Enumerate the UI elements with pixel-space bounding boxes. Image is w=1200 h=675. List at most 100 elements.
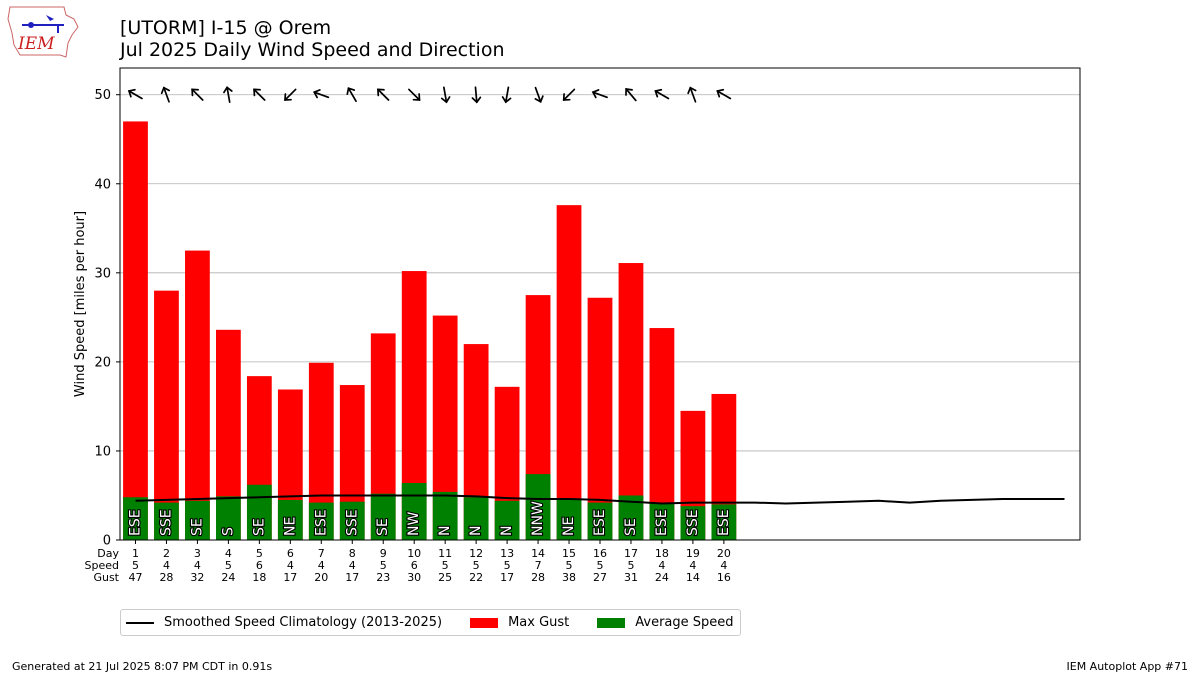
wind-arrow-head — [191, 88, 199, 97]
wind-arrow-shaft — [443, 86, 448, 103]
wind-arrow — [284, 88, 297, 101]
x-tick-label: 7 — [535, 559, 542, 572]
wind-arrow-shaft — [284, 88, 297, 101]
x-tick-label: 25 — [438, 571, 452, 584]
avg-speed-bar — [246, 484, 272, 540]
wind-arrow — [687, 86, 697, 103]
x-tick-label: 31 — [624, 571, 638, 584]
direction-label: NW — [406, 512, 422, 536]
x-tick-label: 7 — [318, 547, 325, 560]
wind-arrow — [408, 88, 421, 101]
direction-label: S — [220, 527, 236, 536]
app-credit: IEM Autoplot App #71 — [1066, 660, 1189, 673]
wind-chart: ESE SSE SE S SE NE ESE SSE SE NW N N N NNW NE ESE SE ESE S… — [73, 67, 1081, 584]
x-tick-label: 32 — [190, 571, 204, 584]
x-tick-label: 47 — [128, 571, 142, 584]
direction-label: NNW — [530, 501, 546, 536]
wind-arrow-head — [591, 89, 600, 99]
x-tick-label: 20 — [717, 547, 731, 560]
generated-timestamp: Generated at 21 Jul 2025 8:07 PM CDT in … — [12, 660, 273, 673]
x-tick-label: 5 — [566, 559, 573, 572]
wind-arrow-shaft — [313, 91, 330, 99]
direction-label: SE — [623, 518, 639, 536]
wind-arrow — [191, 88, 204, 101]
wind-arrow — [223, 86, 233, 103]
x-tick-label: 18 — [655, 547, 669, 560]
x-tick-label: 12 — [469, 547, 483, 560]
wind-arrow-head — [687, 86, 697, 95]
wind-arrow-shaft — [689, 86, 697, 103]
x-tick-label: 4 — [194, 559, 201, 572]
logo-text: IEM — [17, 34, 55, 54]
avg-speed-bar — [525, 474, 551, 540]
row-label: Speed — [85, 559, 119, 572]
max-gust-bar — [154, 290, 179, 540]
wind-arrow-shaft — [408, 88, 421, 101]
wind-arrow-head — [377, 88, 385, 97]
wind-arrow-shaft — [534, 86, 542, 103]
avg-speed-bar — [370, 493, 396, 540]
y-tick-label: 0 — [103, 534, 111, 549]
wind-arrow-shaft — [163, 86, 170, 103]
direction-label: ESE — [127, 509, 143, 536]
row-label: Gust — [93, 571, 119, 584]
legend-item-climatology: Smoothed Speed Climatology (2013-2025) — [126, 615, 442, 630]
x-tick-label: 4 — [225, 547, 232, 560]
legend-label-max-gust: Max Gust — [508, 615, 570, 630]
direction-label: N — [499, 526, 515, 536]
wind-arrow-shaft — [377, 88, 390, 101]
wind-arrow-head — [716, 88, 725, 98]
avg-speed-bar — [432, 491, 458, 540]
x-tick-label: 6 — [411, 559, 418, 572]
direction-label: N — [468, 526, 484, 536]
wind-arrow-head — [625, 87, 633, 96]
x-tick-label: 5 — [473, 559, 480, 572]
y-tick-label: 10 — [94, 444, 111, 459]
direction-label: ESE — [716, 509, 732, 536]
x-tick-label: 5 — [442, 559, 449, 572]
x-tick-label: 5 — [597, 559, 604, 572]
x-tick-label: 17 — [283, 571, 297, 584]
wind-arrow-head — [313, 89, 321, 99]
x-tick-label: 5 — [225, 559, 232, 572]
y-tick-label: 50 — [94, 88, 111, 103]
x-tick-label: 17 — [624, 547, 638, 560]
wind-arrow-shaft — [253, 88, 266, 101]
wind-arrow — [253, 88, 266, 101]
wind-arrow-shaft — [562, 88, 576, 101]
x-tick-label: 24 — [655, 571, 669, 584]
avg-speed-bar — [587, 502, 613, 540]
x-tick-label: 2 — [163, 547, 170, 560]
wind-arrow — [313, 89, 330, 99]
wind-arrow — [471, 86, 482, 104]
x-tick-label: 16 — [717, 571, 731, 584]
x-tick-label: 28 — [159, 571, 173, 584]
legend-item-max-gust: Max Gust — [470, 615, 569, 630]
direction-label: ESE — [654, 509, 670, 536]
x-tick-label: 13 — [500, 547, 514, 560]
wind-arrow-head — [440, 96, 451, 104]
x-tick-label: 4 — [658, 559, 665, 572]
legend-swatch-average-speed — [597, 617, 626, 628]
wind-arrow — [534, 86, 544, 103]
max-gust-bar — [618, 263, 644, 540]
x-tick-label: 5 — [627, 559, 634, 572]
direction-label: ESE — [592, 509, 608, 536]
avg-speed-bar — [185, 500, 210, 540]
wind-arrow-head — [534, 95, 544, 103]
legend: Smoothed Speed Climatology (2013-2025) M… — [120, 609, 741, 636]
chart-subtitle: Jul 2025 Daily Wind Speed and Direction — [120, 39, 505, 61]
wind-arrow-head — [562, 93, 571, 101]
avg-speed-bar — [556, 499, 582, 540]
avg-speed-bar — [339, 501, 365, 540]
wind-arrow — [377, 88, 390, 101]
x-tick-label: 19 — [686, 547, 700, 560]
wind-arrow-shaft — [504, 86, 510, 103]
x-tick-label: 3 — [194, 547, 201, 560]
direction-label: NE — [282, 517, 298, 536]
x-tick-label: 20 — [314, 571, 328, 584]
wind-arrow-shaft — [347, 87, 357, 103]
avg-speed-bar — [463, 497, 489, 540]
wind-arrow — [591, 89, 608, 99]
wind-arrow-head — [253, 88, 261, 97]
